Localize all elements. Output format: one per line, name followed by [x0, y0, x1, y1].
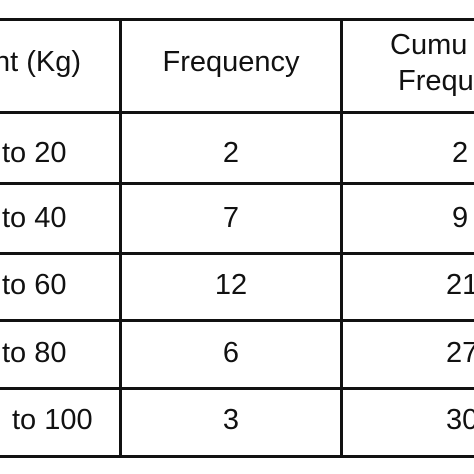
table-border-bottom: [0, 455, 474, 458]
header-cumulative-line1: Cumu: [390, 29, 468, 61]
row-5-weight: to 100: [12, 404, 93, 436]
row-2-frequency: 7: [222, 202, 240, 234]
table-border-row-4: [0, 387, 474, 390]
table-column-divider-1: [119, 18, 122, 458]
row-1-frequency: 2: [222, 137, 240, 169]
table-border-row-1: [0, 182, 474, 185]
header-frequency: Frequency: [162, 46, 300, 78]
row-2-cumulative: 9: [452, 202, 469, 234]
row-4-cumulative: 27: [446, 337, 474, 369]
row-5-frequency: 3: [222, 404, 240, 436]
header-cumulative-line2: Frequ: [398, 65, 474, 97]
table-border-row-3: [0, 319, 474, 322]
row-3-frequency: 12: [214, 269, 248, 301]
row-4-weight: to 80: [2, 337, 67, 369]
table-column-divider-2: [340, 18, 343, 458]
row-3-weight: to 60: [2, 269, 67, 301]
row-1-cumulative: 2: [452, 137, 469, 169]
table-border-header-bottom: [0, 111, 474, 114]
row-4-frequency: 6: [222, 337, 240, 369]
table-border-row-2: [0, 252, 474, 255]
row-1-weight: to 20: [2, 137, 67, 169]
table-border-top: [0, 18, 474, 21]
row-5-cumulative: 30: [446, 404, 474, 436]
row-3-cumulative: 21: [446, 269, 474, 301]
row-2-weight: to 40: [2, 202, 67, 234]
header-weight: ht (Kg): [0, 46, 82, 78]
